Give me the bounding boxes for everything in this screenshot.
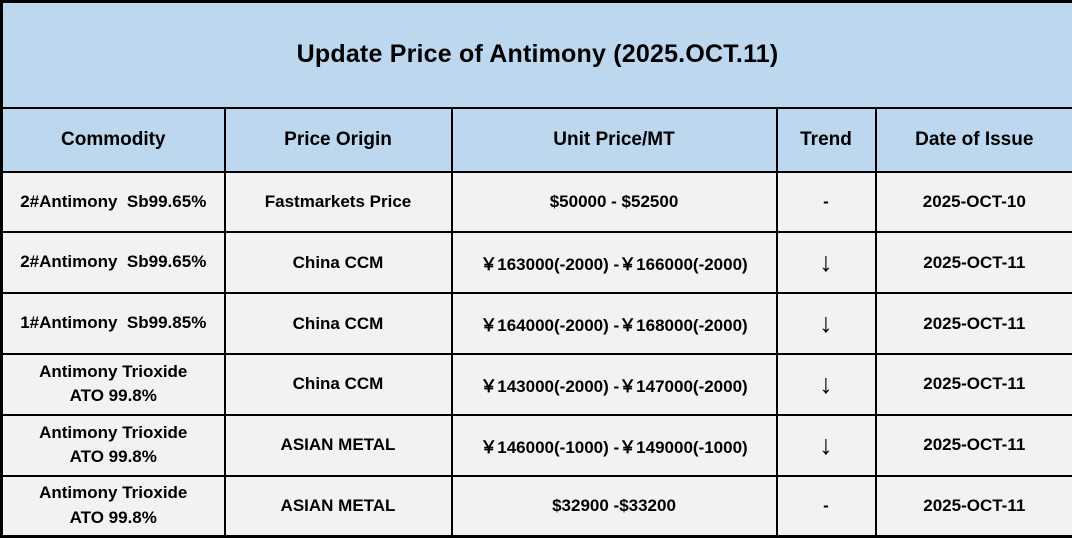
column-header-unit-price: Unit Price/MT: [450, 106, 778, 173]
trend-down-cell: ↓: [775, 292, 877, 355]
column-header-date-of-issue: Date of Issue: [874, 106, 1072, 173]
price-origin-cell: China CCM: [223, 292, 453, 355]
table-row: 2#Antimony Sb99.65% Fastmarkets Price $500…: [0, 170, 1072, 234]
trend-down-cell: ↓: [775, 413, 877, 477]
unit-price-cell: ￥143000(-2000) -￥147000(-2000): [450, 352, 778, 416]
page-title: Update Price of Antimony (2025.OCT.11): [0, 0, 1072, 109]
trend-down-cell: ↓: [775, 231, 877, 295]
column-header-trend: Trend: [775, 106, 877, 173]
date-of-issue-cell: 2025-OCT-11: [874, 292, 1072, 355]
date-of-issue-cell: 2025-OCT-11: [874, 352, 1072, 416]
trend-down-cell: ↓: [775, 352, 877, 416]
table-body: 2#Antimony Sb99.65% Fastmarkets Price $500…: [0, 170, 1072, 538]
column-header-row: Commodity Price Origin Unit Price/MT Trend D…: [0, 106, 1072, 173]
price-origin-cell: Fastmarkets Price: [223, 170, 453, 234]
unit-price-cell: ￥146000(-1000) -￥149000(-1000): [450, 413, 778, 477]
table-row: Antimony Trioxide ATO 99.8% ASIAN METAL $3…: [0, 474, 1072, 538]
unit-price-cell: $32900 -$33200: [450, 474, 778, 538]
price-origin-cell: ASIAN METAL: [223, 413, 453, 477]
commodity-cell: Antimony Trioxide ATO 99.8%: [0, 474, 226, 538]
table-row: 1#Antimony Sb99.85% China CCM ￥164000(-200…: [0, 292, 1072, 355]
table-row: 2#Antimony Sb99.65% China CCM ￥163000(-200…: [0, 231, 1072, 295]
unit-price-cell: ￥164000(-2000) -￥168000(-2000): [450, 292, 778, 355]
price-origin-cell: ASIAN METAL: [223, 474, 453, 538]
commodity-cell: Antimony Trioxide ATO 99.8%: [0, 413, 226, 477]
date-of-issue-cell: 2025-OCT-11: [874, 474, 1072, 538]
trend-flat-cell: -: [775, 170, 877, 234]
table-row: Antimony Trioxide ATO 99.8% ASIAN METAL ￥1…: [0, 413, 1072, 477]
commodity-cell: 2#Antimony Sb99.65%: [0, 231, 226, 295]
date-of-issue-cell: 2025-OCT-11: [874, 413, 1072, 477]
date-of-issue-cell: 2025-OCT-10: [874, 170, 1072, 234]
date-of-issue-cell: 2025-OCT-11: [874, 231, 1072, 295]
commodity-cell: Antimony Trioxide ATO 99.8%: [0, 352, 226, 416]
commodity-cell: 2#Antimony Sb99.65%: [0, 170, 226, 234]
column-header-commodity: Commodity: [0, 106, 226, 173]
commodity-cell: 1#Antimony Sb99.85%: [0, 292, 226, 355]
price-origin-cell: China CCM: [223, 352, 453, 416]
unit-price-cell: ￥163000(-2000) -￥166000(-2000): [450, 231, 778, 295]
title-row: Update Price of Antimony (2025.OCT.11): [0, 0, 1072, 109]
table-row: Antimony Trioxide ATO 99.8% China CCM ￥143…: [0, 352, 1072, 416]
column-header-price-origin: Price Origin: [223, 106, 453, 173]
unit-price-cell: $50000 - $52500: [450, 170, 778, 234]
price-origin-cell: China CCM: [223, 231, 453, 295]
trend-flat-cell: -: [775, 474, 877, 538]
